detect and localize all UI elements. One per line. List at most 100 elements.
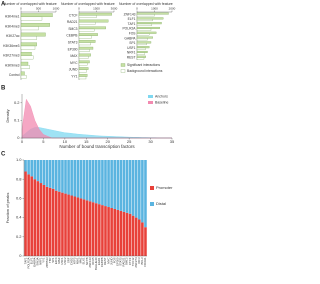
- y-tick-label: 0.2: [14, 100, 20, 105]
- y-tick-label: Control: [9, 73, 20, 77]
- bar: [78, 49, 90, 52]
- y-axis-title: Fraction of peaks: [5, 193, 10, 224]
- bar-segment: [51, 188, 55, 256]
- legend-swatch: [120, 69, 126, 73]
- bar-segment: [128, 213, 132, 256]
- bar: [78, 60, 90, 64]
- bar: [136, 19, 153, 22]
- x-tick-label: POLR2A: [26, 257, 30, 268]
- x-axis-title: Number of overlapped with feature: [3, 2, 57, 6]
- x-tick-label: SIN3A: [36, 257, 40, 265]
- y-tick-label: H3K9me3: [5, 63, 20, 67]
- bar-segment: [61, 192, 64, 256]
- bar-segment: [94, 203, 98, 256]
- bar-segment: [138, 160, 141, 220]
- x-tick-label: ZBTB33: [45, 257, 49, 268]
- y-tick-label: MYC: [70, 61, 78, 65]
- bar-segment: [24, 171, 27, 256]
- bar-segment: [98, 204, 101, 256]
- bar: [20, 23, 50, 27]
- bar: [20, 61, 29, 66]
- bar-segment: [58, 160, 61, 192]
- bar-segment: [54, 160, 58, 191]
- y-tick-label: CTCF: [69, 13, 78, 17]
- x-tick-label: IRF3: [137, 257, 141, 264]
- x-tick-label: 1500: [93, 6, 100, 10]
- bar-segment: [27, 160, 30, 175]
- bar-segment: [104, 160, 107, 207]
- bar: [20, 16, 43, 21]
- bar-segment: [131, 160, 135, 216]
- bar-segment: [76, 160, 80, 198]
- bar: [136, 31, 157, 34]
- y-tick-label: 0.1: [14, 117, 20, 122]
- y-tick-label: POLR2A: [122, 27, 136, 31]
- x-tick-label: 2000: [169, 6, 176, 10]
- y-tick-label: RAD21: [67, 20, 78, 24]
- bar: [20, 45, 36, 50]
- x-tick-label: 0: [136, 6, 138, 10]
- bar: [136, 55, 146, 58]
- panel-label: B: [1, 86, 6, 92]
- bar: [136, 33, 150, 36]
- y-tick-label: CEBPB: [66, 34, 78, 38]
- bar-segment: [116, 209, 120, 256]
- x-tick-label: GABPA: [32, 257, 36, 267]
- bar-segment: [30, 176, 33, 256]
- bar-segment: [48, 160, 52, 188]
- x-tick-label: 25: [127, 139, 132, 144]
- bar-segment: [91, 160, 95, 203]
- y-tick-label: NRF1: [127, 51, 136, 55]
- legend-label: Significant interactions: [127, 63, 160, 67]
- legend-swatch: [148, 95, 153, 98]
- y-tick-label: 0.6: [16, 195, 22, 200]
- y-tick-label: 1.0: [16, 157, 22, 162]
- x-tick-label: NFYB: [85, 257, 89, 265]
- y-tick-label: ZNF143: [124, 12, 136, 16]
- bar: [78, 46, 94, 50]
- y-tick-label: H3K4me3: [5, 24, 20, 28]
- bar: [78, 76, 87, 80]
- x-tick-label: 0: [78, 6, 80, 10]
- bar-segment: [58, 191, 61, 256]
- x-tick-label: JUND: [109, 258, 113, 265]
- bar: [136, 52, 146, 55]
- x-tick-label: STAT3: [119, 257, 123, 266]
- bar-segment: [144, 160, 147, 228]
- bar-segment: [45, 186, 49, 256]
- bar-segment: [125, 212, 129, 256]
- bar: [78, 62, 88, 66]
- legend-swatch: [148, 101, 153, 104]
- x-tick-label: E2F6: [54, 257, 58, 264]
- x-tick-label: RAD21: [122, 257, 126, 266]
- bar: [20, 32, 46, 37]
- bar-segment: [134, 217, 138, 256]
- bar: [78, 69, 87, 73]
- bar: [136, 14, 155, 17]
- bar-segment: [27, 174, 30, 256]
- y-tick-label: SP1: [129, 41, 135, 45]
- panel-label: A: [1, 2, 6, 8]
- x-tick-label: ZNF274: [134, 257, 138, 268]
- bar-segment: [131, 215, 135, 256]
- bar-segment: [61, 160, 64, 193]
- x-tick-label: USF2: [63, 257, 67, 265]
- bar: [136, 46, 150, 49]
- y-tick-label: H3K36me3: [3, 44, 20, 48]
- bar-segment: [88, 160, 92, 202]
- bar-segment: [138, 219, 141, 256]
- bar: [78, 35, 92, 39]
- x-tick-label: 15: [84, 139, 89, 144]
- bar: [78, 56, 89, 59]
- bar-segment: [113, 208, 117, 256]
- bar: [136, 57, 145, 60]
- bar: [78, 53, 91, 57]
- bar-segment: [82, 160, 86, 200]
- bar: [78, 28, 95, 32]
- x-tick-label: 1000: [53, 6, 60, 10]
- bar-segment: [24, 160, 27, 172]
- x-axis-title: Number of bound transcription factors: [59, 144, 135, 149]
- legend-swatch: [120, 63, 126, 67]
- bar-segment: [39, 160, 43, 184]
